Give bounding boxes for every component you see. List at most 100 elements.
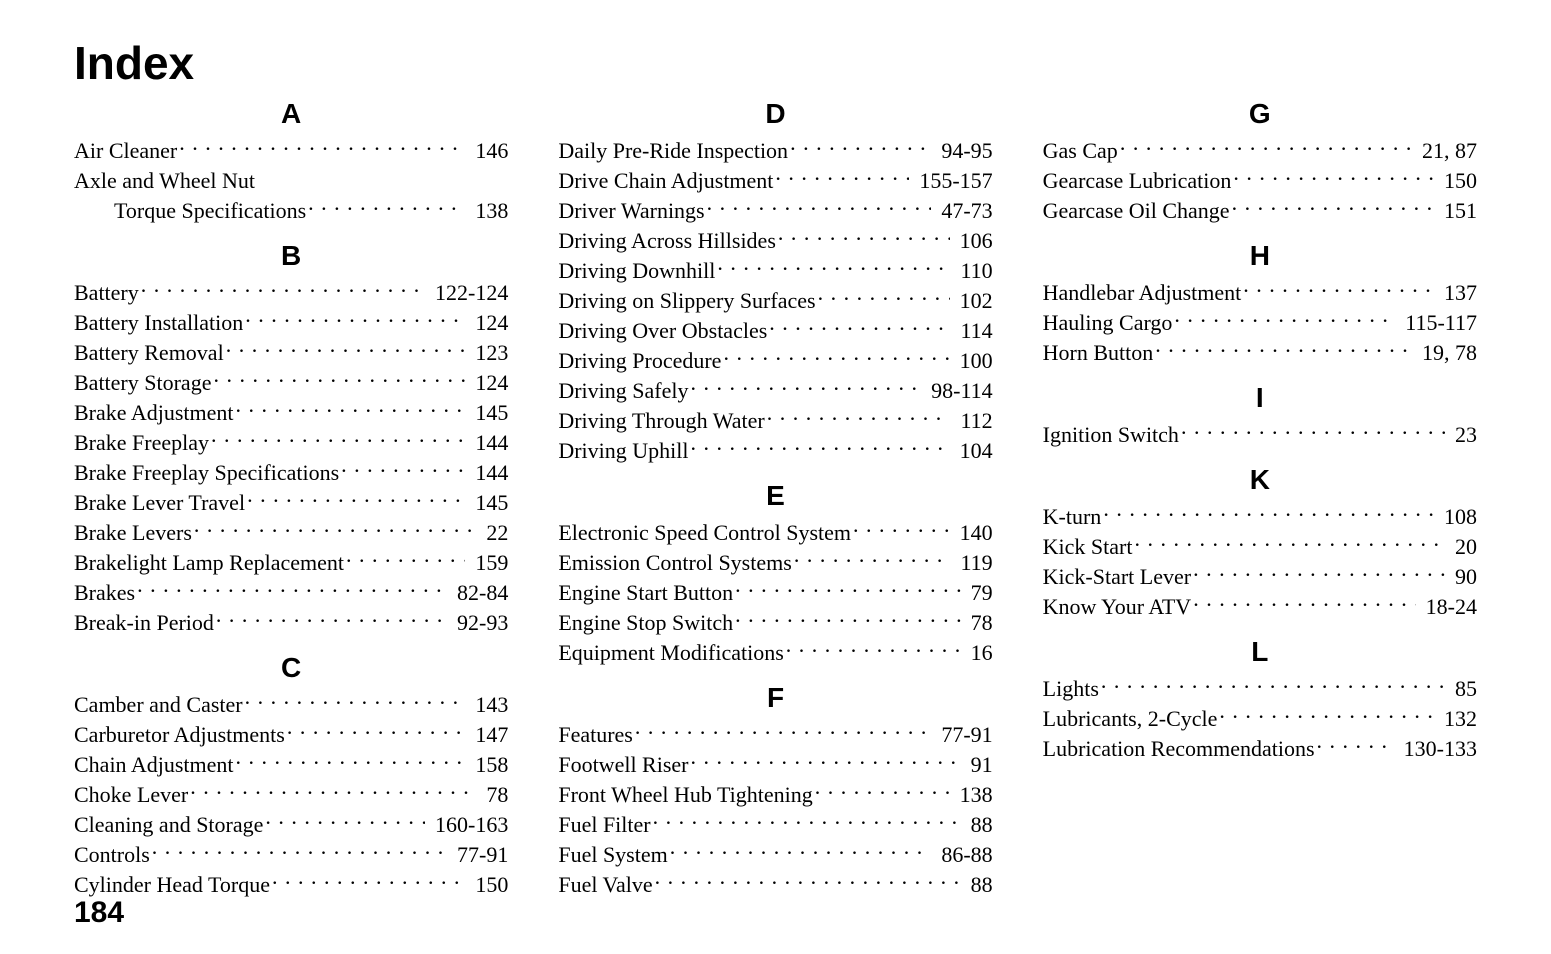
leader-dots: [853, 518, 950, 540]
section-g: G Gas Cap21, 87 Gearcase Lubrication150 …: [1043, 98, 1477, 226]
entry-label: Engine Start Button: [558, 578, 733, 608]
entry-page: 159: [467, 548, 508, 578]
entry-page: 92-93: [449, 608, 508, 638]
leader-dots: [1232, 196, 1434, 218]
entry-page: 122-124: [427, 278, 508, 308]
index-entry: Driving Over Obstacles114: [558, 316, 992, 346]
index-entry: Driving Through Water112: [558, 406, 992, 436]
entry-page: 137: [1436, 278, 1477, 308]
entry-label: Carburetor Adjustments: [74, 720, 285, 750]
entry-label: Battery: [74, 278, 139, 308]
entry-page: 158: [467, 750, 508, 780]
index-entry: Daily Pre-Ride Inspection94-95: [558, 136, 992, 166]
leader-dots: [1193, 562, 1445, 584]
section-heading: K: [1043, 464, 1477, 496]
entry-page: 115-117: [1397, 308, 1477, 338]
entry-page: 150: [1436, 166, 1477, 196]
leader-dots: [1243, 278, 1434, 300]
leader-dots: [690, 376, 921, 398]
index-entry: Features77-91: [558, 720, 992, 750]
entry-label: Choke Lever: [74, 780, 188, 810]
entry-label: Horn Button: [1043, 338, 1154, 368]
entry-page: 144: [467, 428, 508, 458]
leader-dots: [141, 278, 425, 300]
index-entry: Driving on Slippery Surfaces 102: [558, 286, 992, 316]
index-entry: Electronic Speed Control System140: [558, 518, 992, 548]
section-f: F Features77-91 Footwell Riser91 Front W…: [558, 682, 992, 900]
leader-dots: [775, 166, 909, 188]
section-heading: E: [558, 480, 992, 512]
page-number: 184: [74, 896, 124, 930]
index-entry: Hauling Cargo115-117: [1043, 308, 1477, 338]
column-3: G Gas Cap21, 87 Gearcase Lubrication150 …: [1043, 98, 1477, 900]
entry-page: 88: [963, 810, 993, 840]
entry-label: Kick Start: [1043, 532, 1133, 562]
section-h: H Handlebar Adjustment 137 Hauling Cargo1…: [1043, 240, 1477, 368]
leader-dots: [769, 316, 950, 338]
index-entry: Fuel Valve88: [558, 870, 992, 900]
entry-label: Electronic Speed Control System: [558, 518, 851, 548]
index-entry: Gas Cap21, 87: [1043, 136, 1477, 166]
entry-label: Driving Downhill: [558, 256, 715, 286]
entry-label: Driving Procedure: [558, 346, 721, 376]
entry-label: Driving Over Obstacles: [558, 316, 767, 346]
index-entry: Fuel Filter88: [558, 810, 992, 840]
entry-label: Battery Removal: [74, 338, 224, 368]
entry-label: Emission Control Systems: [558, 548, 791, 578]
leader-dots: [790, 136, 931, 158]
index-entry: Brakes82-84: [74, 578, 508, 608]
column-1: A Air Cleaner146 Axle and Wheel Nut Torq…: [74, 98, 508, 900]
leader-dots: [670, 840, 932, 862]
leader-dots: [346, 548, 465, 570]
entry-page: 90: [1447, 562, 1477, 592]
leader-dots: [1317, 734, 1394, 756]
entry-label: Controls: [74, 840, 150, 870]
leader-dots: [794, 548, 951, 570]
section-heading: A: [74, 98, 508, 130]
entry-page: 138: [467, 196, 508, 226]
index-columns: A Air Cleaner146 Axle and Wheel Nut Torq…: [74, 98, 1477, 900]
entry-page: 77-91: [933, 720, 992, 750]
leader-dots: [341, 458, 465, 480]
entry-label: Break-in Period: [74, 608, 214, 638]
entry-label: Driving Through Water: [558, 406, 764, 436]
entry-page: 100: [952, 346, 993, 376]
entry-page: 91: [963, 750, 993, 780]
index-entry: K-turn108: [1043, 502, 1477, 532]
section-i: I Ignition Switch23: [1043, 382, 1477, 450]
index-entry: Equipment Modifications16: [558, 638, 992, 668]
entry-page: 124: [467, 308, 508, 338]
entry-page: 160-163: [427, 810, 508, 840]
index-entry: Ignition Switch23: [1043, 420, 1477, 450]
index-entry: Battery Storage124: [74, 368, 508, 398]
entry-page: 138: [952, 780, 993, 810]
index-entry: Battery Removal123: [74, 338, 508, 368]
leader-dots: [1174, 308, 1395, 330]
entry-label: Driving Across Hillsides: [558, 226, 776, 256]
entry-page: 47-73: [933, 196, 992, 226]
entry-page: 102: [952, 286, 993, 316]
entry-page: 86-88: [933, 840, 992, 870]
index-entry: Brake Lever Travel145: [74, 488, 508, 518]
entry-label: Gas Cap: [1043, 136, 1118, 166]
index-entry: Torque Specifications138: [74, 196, 508, 226]
entry-page: 108: [1436, 502, 1477, 532]
section-heading: H: [1043, 240, 1477, 272]
index-entry: Fuel System86-88: [558, 840, 992, 870]
section-c: C Camber and Caster143 Carburetor Adjust…: [74, 652, 508, 900]
leader-dots: [655, 870, 961, 892]
index-entry: Brake Freeplay144: [74, 428, 508, 458]
entry-label: Lubrication Recommendations: [1043, 734, 1315, 764]
entry-label: Battery Installation: [74, 308, 243, 338]
entry-label: Driving on Slippery Surfaces: [558, 286, 815, 316]
entry-label: Axle and Wheel Nut: [74, 168, 255, 193]
entry-label: Daily Pre-Ride Inspection: [558, 136, 788, 166]
entry-page: 150: [467, 870, 508, 900]
entry-label: Handlebar Adjustment: [1043, 278, 1242, 308]
entry-page: 79: [963, 578, 993, 608]
section-heading: D: [558, 98, 992, 130]
entry-page: 155-157: [911, 166, 992, 196]
entry-page: 88: [963, 870, 993, 900]
leader-dots: [735, 578, 961, 600]
index-entry: Break-in Period 92-93: [74, 608, 508, 638]
